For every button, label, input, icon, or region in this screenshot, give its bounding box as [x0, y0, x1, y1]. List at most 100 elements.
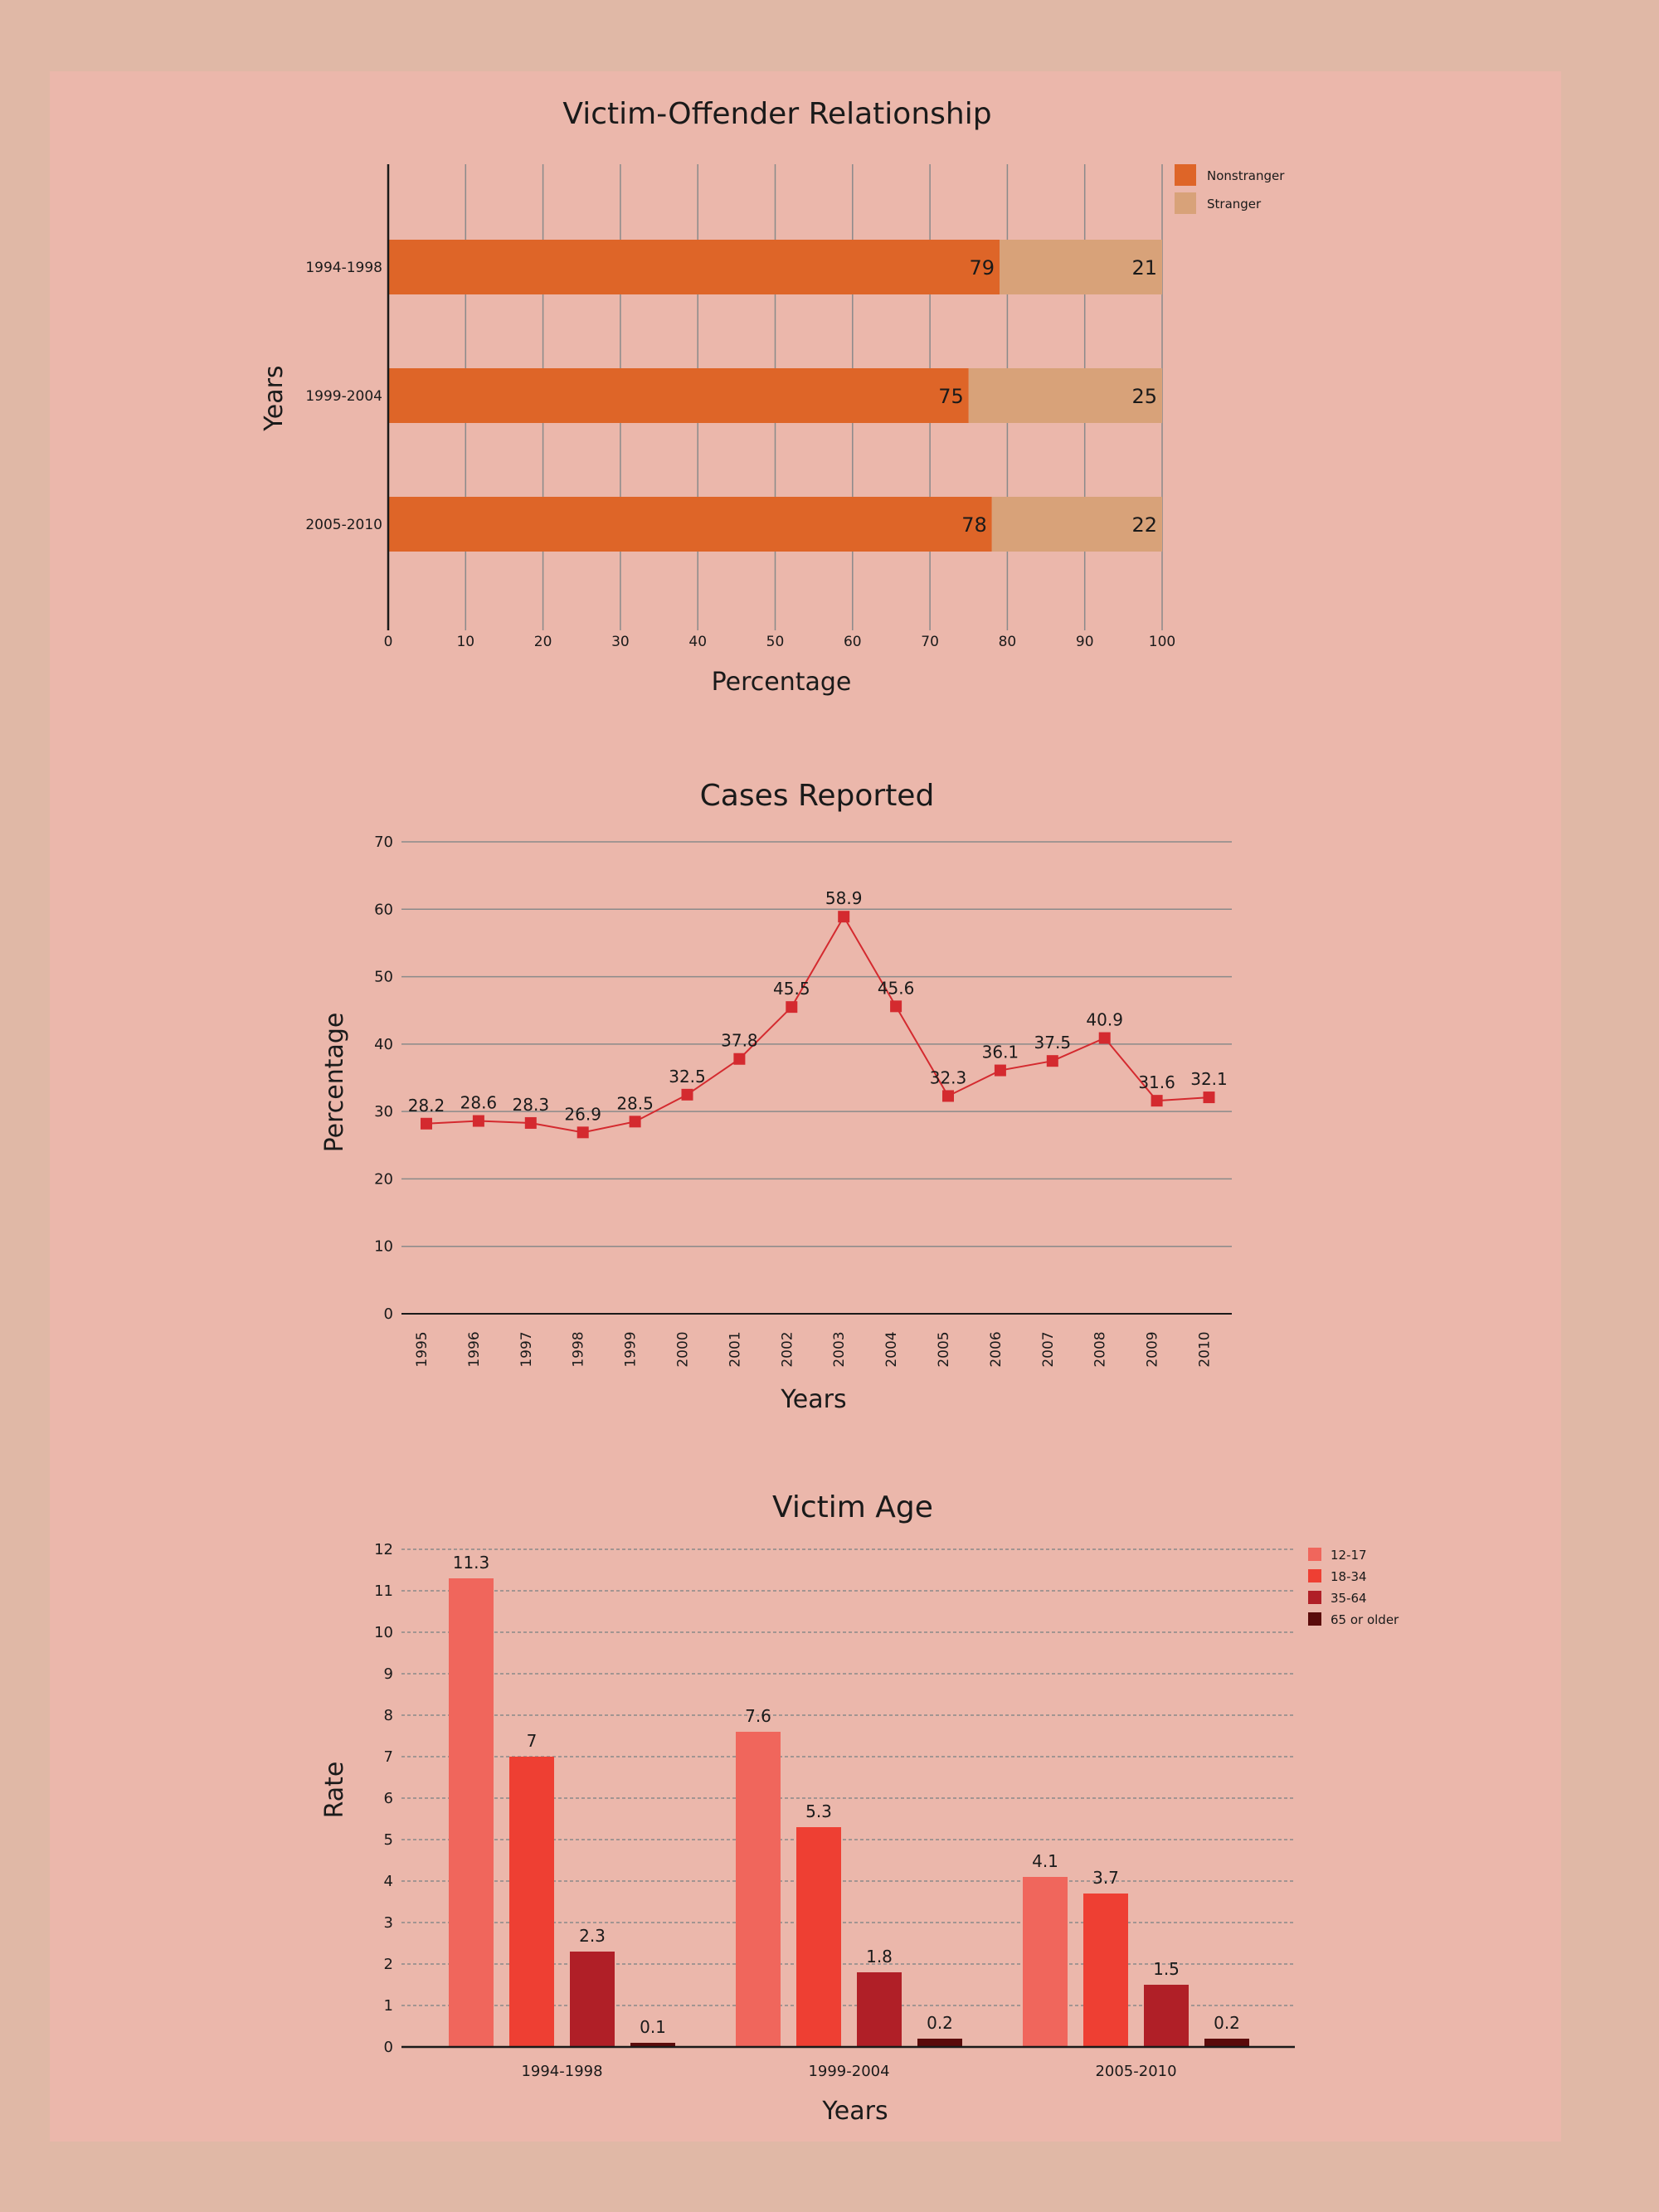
data-label: 28.6	[460, 1093, 498, 1113]
x-tick-label: 1995	[414, 1331, 431, 1367]
bar-18-34	[509, 1757, 554, 2047]
data-label: 5.3	[805, 1801, 832, 1821]
data-point-marker	[629, 1116, 641, 1128]
x-tick-label: 40	[688, 634, 707, 650]
y-tick-label: 10	[374, 1624, 393, 1641]
x-tick-label: 1999	[623, 1331, 640, 1367]
bar-65-or-older	[1204, 2039, 1249, 2047]
bar-nonstranger	[388, 368, 969, 423]
data-label: 0.1	[640, 2017, 666, 2037]
y-tick-label: 50	[374, 969, 393, 986]
x-tick-label: 2003	[831, 1331, 848, 1367]
data-label: 45.5	[773, 979, 810, 999]
x-tick-label: 2009	[1145, 1331, 1161, 1367]
data-label: 75	[938, 385, 964, 408]
x-tick-label: 80	[999, 634, 1017, 650]
data-label: 32.1	[1190, 1069, 1228, 1089]
data-label: 4.1	[1032, 1851, 1058, 1871]
legend-swatch	[1308, 1591, 1321, 1604]
x-axis-title: Years	[821, 2097, 888, 2126]
y-category-label: 1999-2004	[305, 388, 382, 405]
chart-title: Victim-Offender Relationship	[562, 97, 991, 131]
data-label: 7	[527, 1731, 538, 1751]
bar-35-64	[1144, 1985, 1189, 2047]
y-axis-title: Rate	[320, 1762, 349, 1819]
data-label: 32.5	[669, 1067, 706, 1087]
data-point-marker	[1151, 1095, 1163, 1107]
y-tick-label: 12	[374, 1541, 393, 1558]
x-tick-label: 50	[766, 634, 785, 650]
data-point-marker	[838, 911, 850, 923]
bar-nonstranger	[388, 497, 992, 552]
bar-65-or-older	[630, 2043, 675, 2047]
x-tick-label: 2007	[1040, 1331, 1057, 1367]
x-tick-label: 2005	[936, 1331, 952, 1367]
data-label: 78	[961, 513, 987, 537]
bar-stranger	[991, 497, 1162, 552]
data-label: 36.1	[982, 1043, 1019, 1062]
legend-swatch	[1308, 1569, 1321, 1582]
data-label: 32.3	[930, 1067, 967, 1087]
x-tick-label: 0	[384, 634, 393, 650]
bar-12-17	[736, 1732, 781, 2047]
legend-label: 35-64	[1331, 1591, 1367, 1606]
legend-swatch	[1308, 1612, 1321, 1626]
y-tick-label: 60	[374, 901, 393, 918]
x-axis-title: Years	[780, 1385, 846, 1414]
legend-label: Nonstranger	[1207, 168, 1285, 183]
bar-35-64	[857, 1972, 902, 2047]
bar-stranger	[968, 368, 1162, 423]
data-label: 0.2	[927, 2013, 953, 2033]
x-category-label: 2005-2010	[1095, 2063, 1176, 2080]
data-point-marker	[1203, 1091, 1215, 1104]
x-tick-label: 30	[611, 634, 630, 650]
data-point-marker	[786, 1001, 798, 1014]
x-tick-label: 100	[1149, 634, 1175, 650]
y-tick-label: 8	[384, 1707, 393, 1724]
x-tick-label: 2000	[675, 1331, 692, 1367]
series-line	[426, 915, 1209, 1134]
data-label: 21	[1131, 256, 1157, 280]
y-tick-label: 9	[384, 1665, 393, 1683]
data-label: 7.6	[745, 1706, 771, 1726]
chart-title: Cases Reported	[700, 779, 935, 813]
x-tick-label: 10	[456, 634, 474, 650]
data-label: 1.8	[866, 1947, 893, 1966]
x-tick-label: 2004	[883, 1331, 900, 1367]
data-label: 58.9	[825, 888, 863, 908]
bar-35-64	[570, 1952, 615, 2047]
data-label: 3.7	[1092, 1868, 1119, 1888]
x-tick-label: 70	[921, 634, 939, 650]
y-tick-label: 20	[374, 1170, 393, 1188]
bar-12-17	[1023, 1877, 1068, 2047]
data-point-marker	[524, 1116, 537, 1129]
bar-stranger	[1000, 240, 1162, 294]
y-tick-label: 30	[374, 1103, 393, 1121]
victim-age-chart: Victim Age012345678910111211.372.30.1199…	[320, 1490, 1399, 2126]
data-point-marker	[681, 1088, 693, 1101]
x-tick-label: 2001	[727, 1331, 743, 1367]
data-point-marker	[942, 1090, 954, 1102]
data-label: 1.5	[1153, 1959, 1180, 1979]
y-tick-label: 1	[384, 1997, 393, 2015]
data-point-marker	[421, 1117, 432, 1130]
data-point-marker	[472, 1115, 484, 1127]
x-category-label: 1999-2004	[808, 2063, 889, 2080]
y-tick-label: 2	[384, 1956, 393, 1973]
data-point-marker	[994, 1064, 1006, 1077]
y-axis-title: Years	[260, 365, 289, 431]
x-tick-label: 1996	[466, 1331, 483, 1367]
cases-chart: Cases Reported 0 10 20 30 40 50 60 70 1995 1996 199…	[320, 779, 1232, 1414]
relationship-chart: Victim-Offender Relationship 0 10 20 30 40 50 6…	[260, 97, 1285, 697]
legend-label: Stranger	[1207, 197, 1262, 211]
data-label: 28.3	[513, 1095, 550, 1115]
x-tick-label: 2002	[779, 1331, 795, 1367]
x-tick-label: 90	[1076, 634, 1094, 650]
data-label: 2.3	[579, 1926, 606, 1946]
bar-nonstranger	[388, 240, 1000, 294]
legend-label: 18-34	[1331, 1569, 1367, 1584]
y-tick-label: 0	[384, 1305, 393, 1323]
legend-label: 12-17	[1331, 1548, 1367, 1563]
x-axis-title: Percentage	[712, 668, 852, 697]
